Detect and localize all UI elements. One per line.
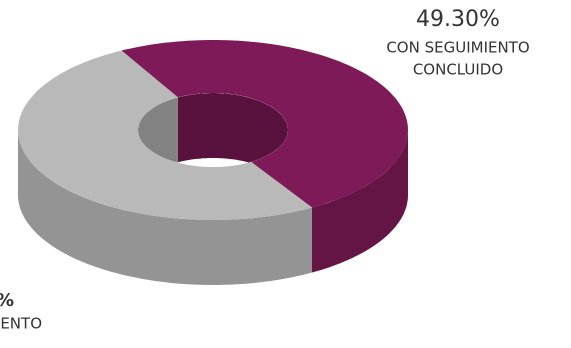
value-label: % — [0, 290, 14, 311]
slice-inner-wall — [138, 97, 178, 167]
slice-side — [18, 130, 312, 285]
category-label: CONCLUIDO — [413, 61, 503, 79]
slice — [121, 40, 408, 208]
slice-inner-wall — [177, 93, 288, 167]
category-label: CON SEGUIMIENTO — [386, 39, 529, 57]
slice — [18, 50, 312, 220]
slice-side — [312, 130, 408, 273]
category-label: ENTO — [0, 315, 42, 333]
value-label: 49.30% — [416, 7, 500, 32]
